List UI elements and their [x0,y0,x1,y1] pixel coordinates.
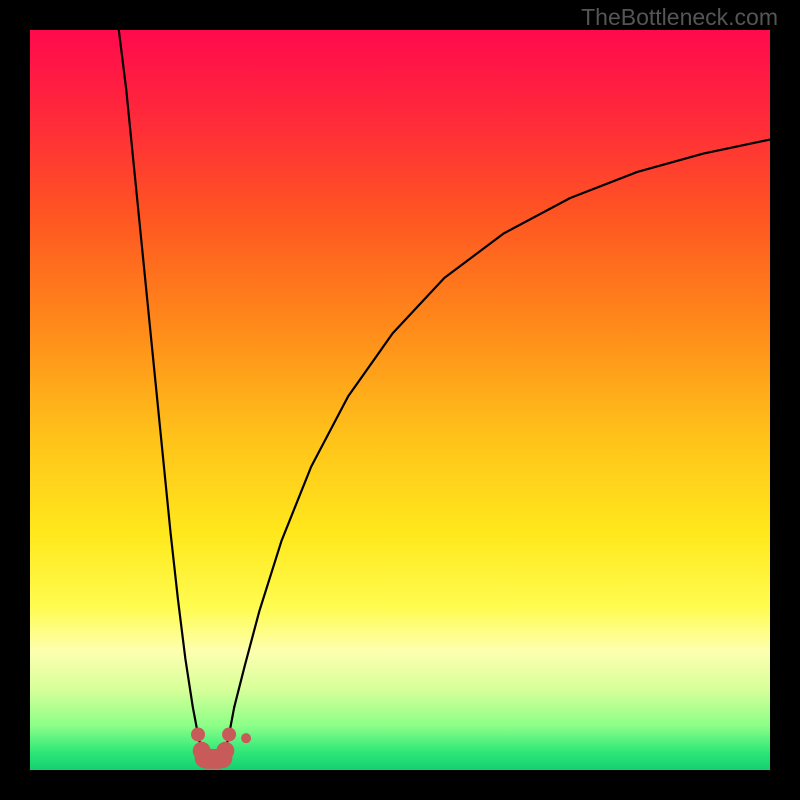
bottleneck-chart: TheBottleneck.com [0,0,800,800]
chart-svg [0,0,800,800]
marker-dot [191,727,205,741]
marker-dot [216,742,234,760]
gradient-background [30,30,770,770]
marker-dot [222,727,236,741]
marker-dot [241,733,251,743]
watermark-text: TheBottleneck.com [581,4,778,31]
